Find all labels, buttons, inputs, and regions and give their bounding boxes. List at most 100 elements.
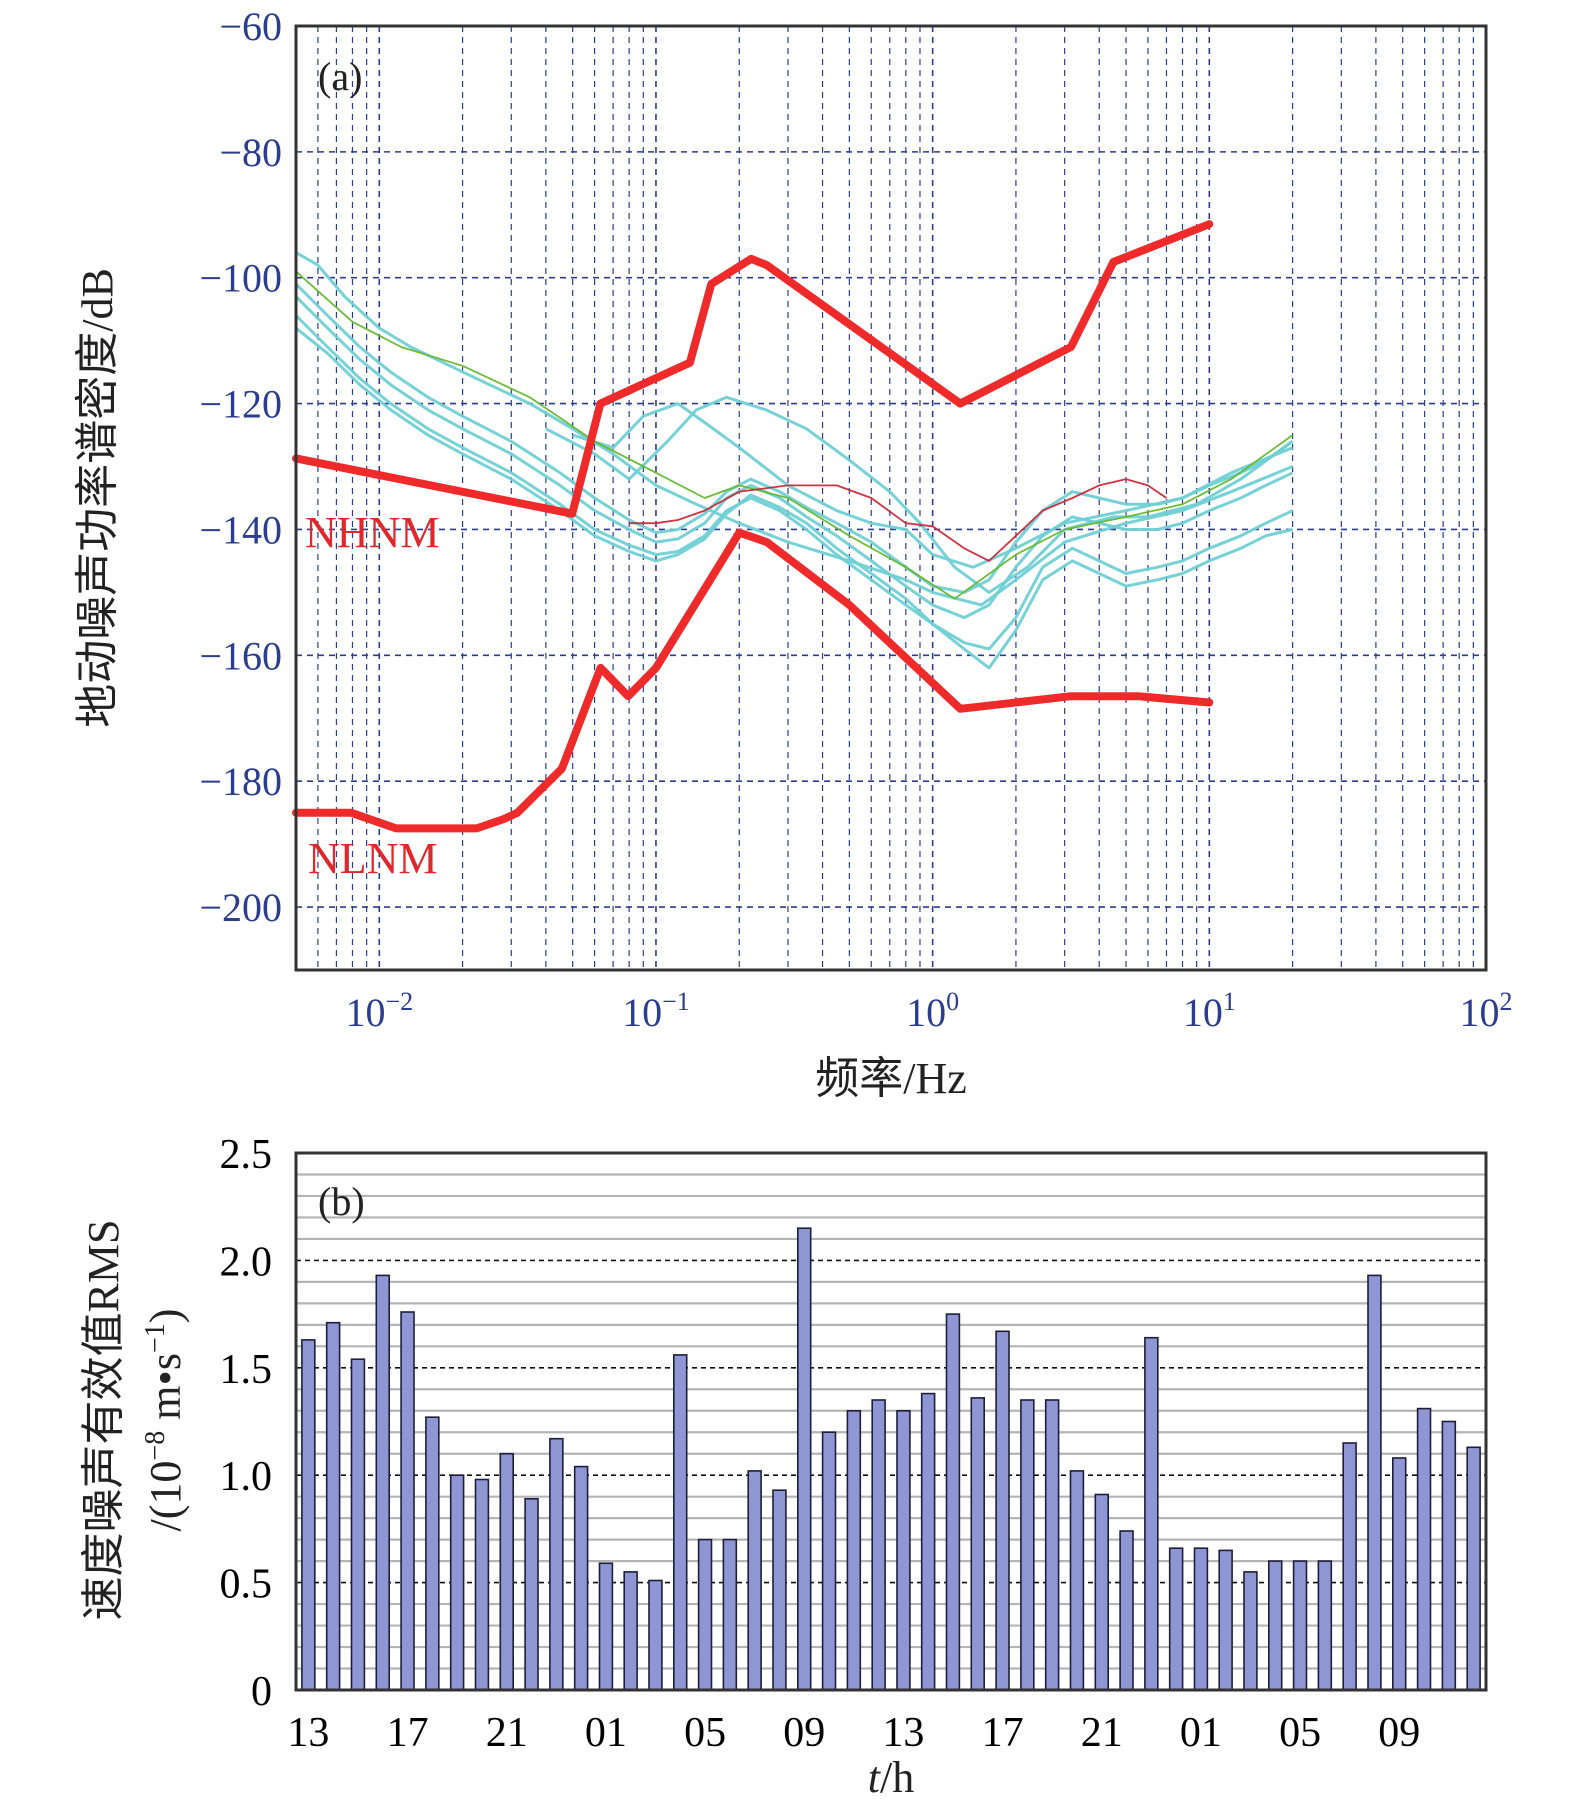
psd-x-tick-base: 10 [622,990,662,1035]
rms-bar [524,1498,539,1691]
psd-x-ticks: 10−2 10−1 100 101 102 [345,987,1512,1035]
rms-x-tick-label: 05 [684,1710,726,1756]
rms-bar [449,1474,465,1691]
psd-x-tick-label: 102 [1460,987,1513,1035]
rms-x-tick-label: 01 [1180,1710,1222,1756]
rms-bar [1168,1547,1184,1691]
rms-y-ticks: 0 0.5 1.0 1.5 2.0 2.5 [220,1132,273,1715]
rms-bar [1317,1560,1333,1691]
rms-x-tick-label: 09 [783,1710,825,1756]
psd-y-tick-label: −80 [219,130,282,175]
rms-x-tick-label: 01 [585,1710,627,1756]
rms-bar [1466,1446,1481,1691]
rms-bar [375,1274,390,1691]
rms-bar [1392,1457,1407,1691]
psd-x-tick-label: 10−1 [622,987,690,1035]
rms-y-tick-label: 1.0 [220,1454,273,1500]
rms-y-tick-label: 2.5 [220,1132,273,1178]
psd-y-tick-label: −200 [199,885,282,930]
rms-bar [499,1452,514,1691]
rms-bar [796,1227,812,1691]
noise-model-curves [292,220,1214,833]
rms-bar [573,1465,589,1691]
psd-curve [294,314,1294,651]
rms-y-tick-label: 0.5 [220,1562,273,1608]
rms-x-tick-label: 17 [982,1710,1024,1756]
psd-curve [295,270,1294,600]
rms-bar [920,1392,936,1691]
rms-y-tick-label: 0 [251,1669,272,1715]
rms-bar [896,1410,911,1691]
rms-y-label-part-c: ) [141,1309,190,1324]
rms-chart: 0 0.5 1.0 1.5 2.0 2.5 13 17 21 01 05 09 13 17 21 01 05 0… [79,1132,1488,1802]
psd-x-tick-label: 101 [1183,987,1236,1035]
rms-bar [1119,1530,1134,1691]
nlnm-curve [292,528,1214,833]
psd-y-tick-label: −60 [219,4,282,49]
rms-bar [945,1313,961,1691]
psd-y-tick-label: −180 [199,759,282,804]
rms-y-axis-label-line1: 速度噪声有效值RMS [79,1220,128,1621]
nhnm-label: NHNM [305,508,439,557]
rms-bar [970,1397,985,1691]
rms-x-tick-label: 21 [1081,1710,1123,1756]
psd-x-tick-exp: 2 [1500,987,1513,1016]
rms-bar [301,1339,316,1691]
rms-bar [648,1579,663,1691]
psd-y-tick-label: −140 [199,507,282,552]
rms-x-tick-label: 13 [882,1710,924,1756]
rms-y-tick-label: 2.0 [220,1239,273,1285]
psd-y-tick-label: −120 [199,382,282,427]
rms-x-axis-label-var: t [868,1753,882,1802]
psd-curve [294,282,1294,594]
rms-bar [871,1399,886,1691]
rms-bar [549,1437,564,1691]
psd-x-tick-exp: 1 [1223,987,1236,1016]
psd-curve [545,395,1294,594]
psd-x-tick-exp: 0 [946,987,959,1016]
rms-y-label-exp-a: −8 [140,1431,171,1461]
rms-bar [474,1478,490,1691]
rms-x-tick-label: 17 [387,1710,429,1756]
psd-curve [295,326,1293,670]
psd-x-tick-base: 10 [345,990,385,1035]
psd-curve [294,295,1294,620]
rms-x-axis-label-unit: /h [880,1753,914,1802]
psd-plot-frame [294,24,1488,972]
psd-x-tick-label: 10−2 [345,987,413,1035]
rms-bar [821,1431,837,1691]
psd-y-tick-label: −160 [199,633,282,678]
rms-x-tick-label: 09 [1378,1710,1420,1756]
rms-y-tick-label: 1.5 [220,1347,273,1393]
psd-y-tick-label: −100 [199,256,282,301]
rms-y-label-exp-b: −1 [140,1323,171,1353]
rms-y-label-part-b: m•s [141,1353,190,1431]
rms-bar [1342,1442,1357,1691]
rms-bar [1367,1274,1382,1691]
rms-bar [1020,1399,1035,1691]
rms-bar [325,1321,341,1691]
rms-grid [296,1173,1486,1670]
rms-y-label-part-a: /(10 [141,1461,190,1532]
rms-x-ticks: 13 17 21 01 05 09 13 17 21 01 05 09 [287,1710,1420,1756]
rms-bar [1268,1560,1283,1691]
rms-bar [425,1416,440,1691]
rms-x-tick-label: 13 [287,1710,329,1756]
rms-bar [1243,1571,1258,1691]
rms-bar [772,1489,787,1691]
psd-panel-label: (a) [318,54,362,99]
psd-x-tick-label: 100 [906,987,959,1035]
psd-x-tick-base: 10 [1460,990,1500,1035]
psd-x-tick-exp: −2 [385,987,413,1016]
rms-bar [350,1358,366,1691]
rms-bar [400,1311,415,1691]
rms-bar [1144,1336,1159,1691]
rms-plot-frame [294,1151,1488,1692]
rms-bar [1416,1407,1432,1691]
psd-chart: −60−80−100−120−140−160−180−200 10−2 10−1 1… [73,4,1513,1103]
rms-bar [722,1538,738,1691]
psd-y-axis-label: 地动噪声功率谱密度/dB [73,268,122,728]
psd-curve [295,251,1294,607]
rms-bar [672,1354,688,1691]
